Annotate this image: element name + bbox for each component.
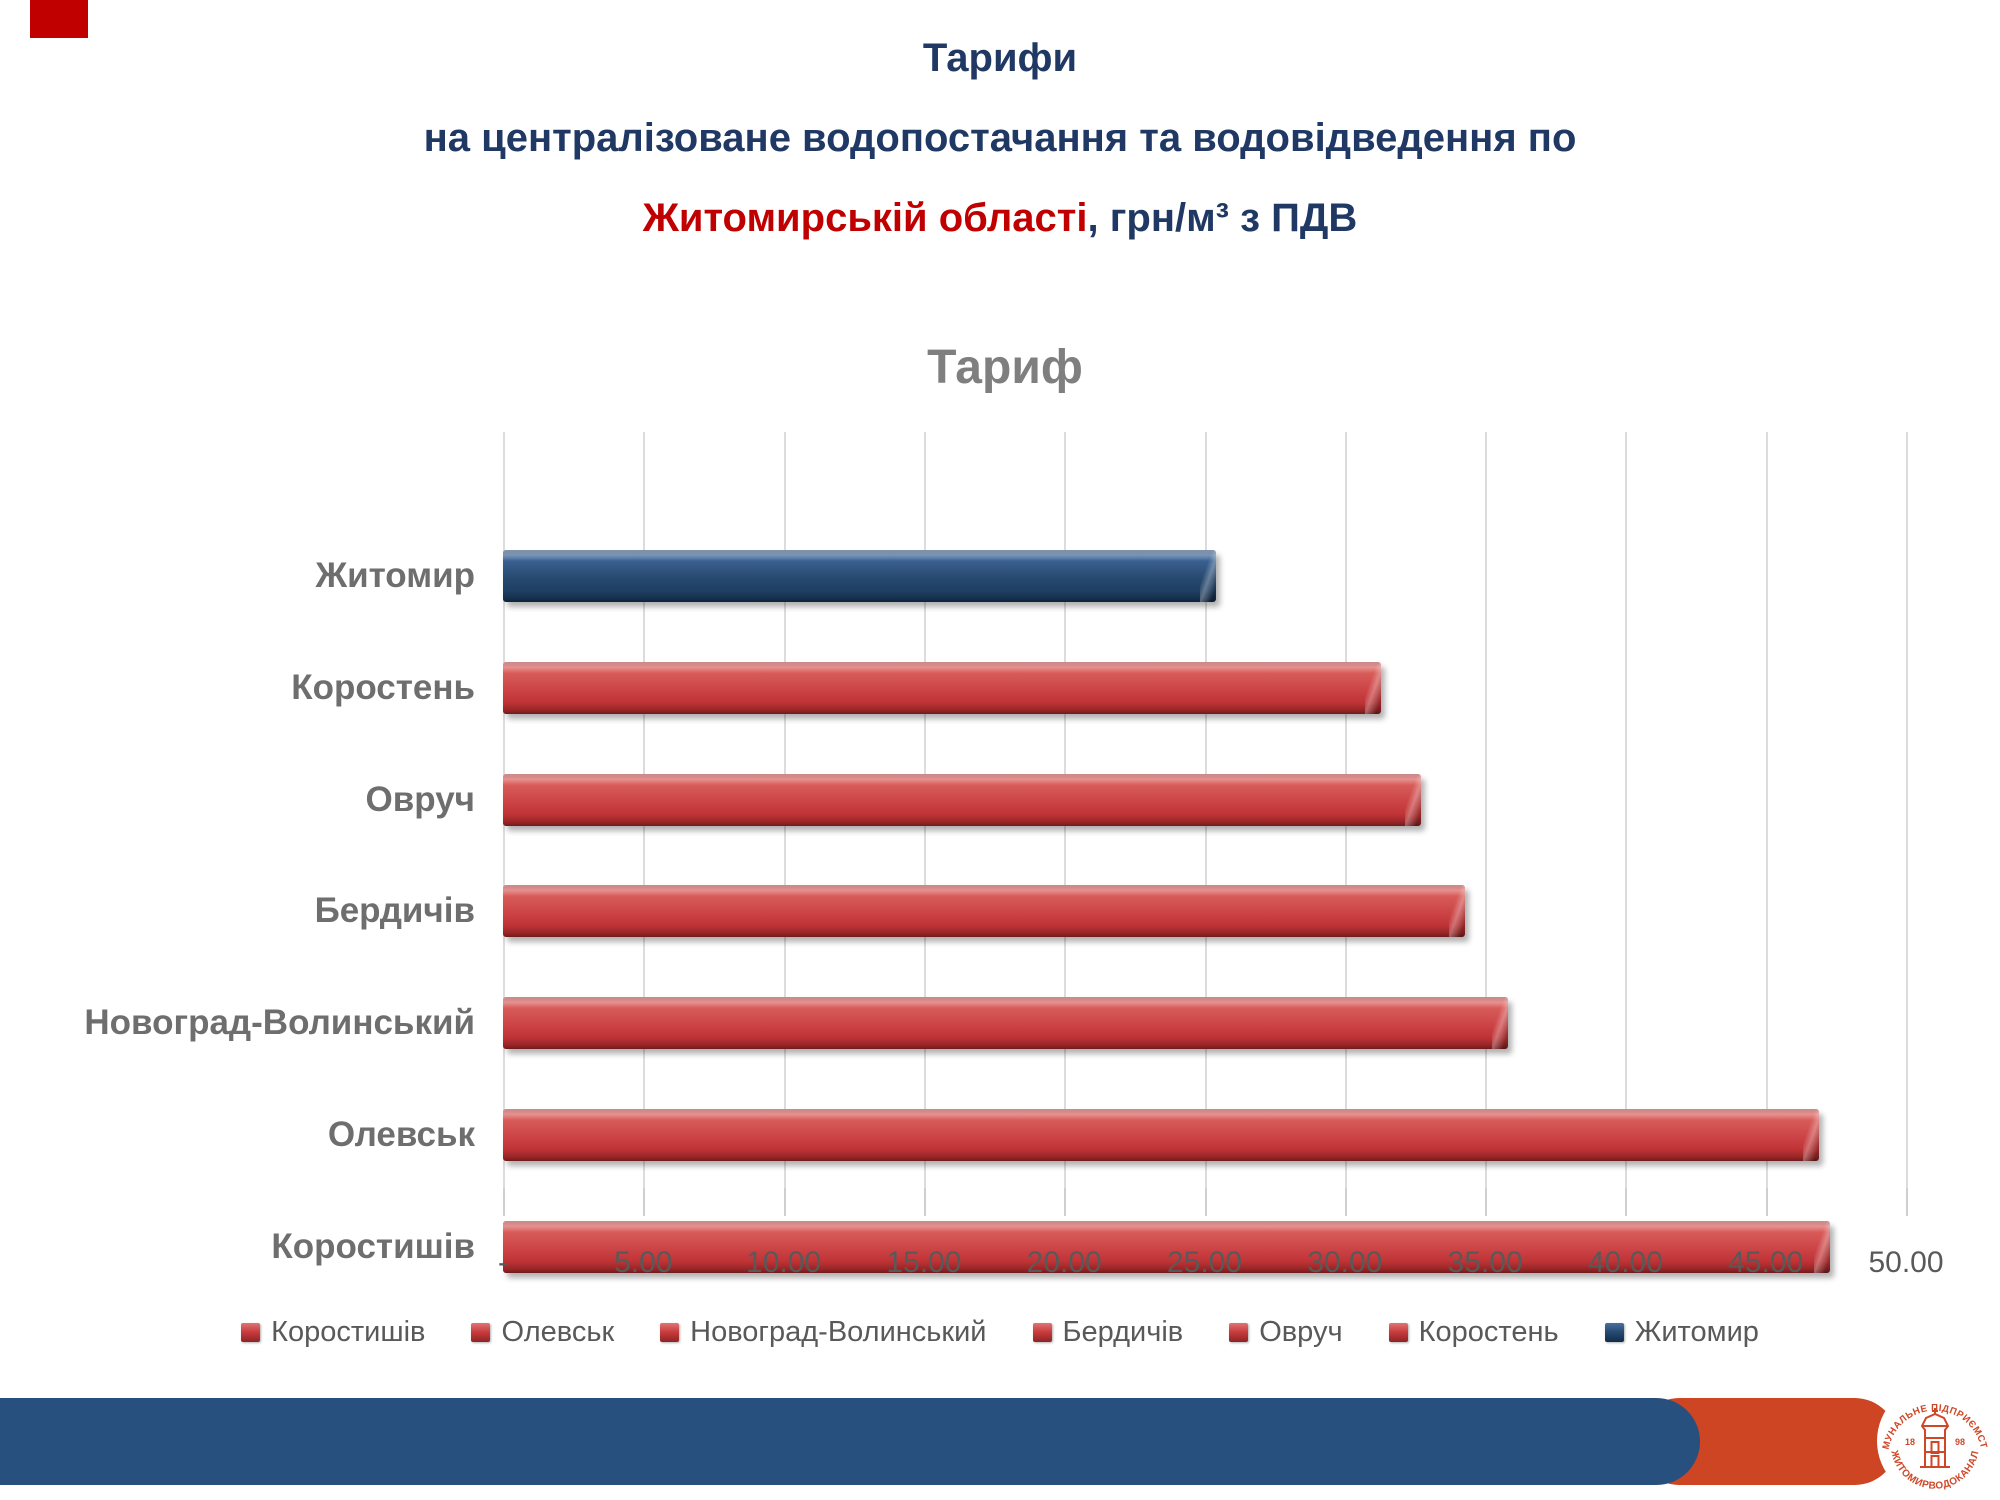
gridline bbox=[1906, 432, 1908, 1188]
x-tick-label: 10.00 bbox=[746, 1246, 822, 1279]
bar-red bbox=[503, 885, 1466, 938]
legend-swatch-red bbox=[1229, 1323, 1249, 1342]
x-axis-tick bbox=[923, 1188, 926, 1216]
x-tick-label: 25.00 bbox=[1166, 1246, 1243, 1279]
legend-label: Олевськ bbox=[501, 1316, 615, 1348]
footer-band bbox=[0, 1398, 1700, 1485]
category-label: Овруч bbox=[365, 779, 475, 819]
legend-item: Житомир bbox=[1604, 1316, 1759, 1349]
legend-label: Бердичів bbox=[1062, 1316, 1184, 1348]
x-axis-tick bbox=[503, 1188, 505, 1216]
legend-item: Олевськ bbox=[471, 1316, 614, 1349]
legend-item: Коростишів bbox=[241, 1316, 425, 1349]
legend-label: Житомир bbox=[1634, 1316, 1759, 1348]
bar-red bbox=[503, 1109, 1819, 1161]
category-label: Олевськ bbox=[327, 1115, 475, 1154]
logo-year-right: 98 bbox=[1955, 1437, 1965, 1447]
category-label: Коростишів bbox=[271, 1226, 475, 1266]
legend-swatch-red bbox=[660, 1323, 680, 1342]
logo-year-left: 18 bbox=[1905, 1437, 1915, 1447]
legend-swatch-red bbox=[1032, 1323, 1052, 1342]
x-tick-label: 30.00 bbox=[1307, 1246, 1383, 1279]
gridline bbox=[1625, 432, 1628, 1188]
legend-swatch-red bbox=[1388, 1323, 1408, 1342]
x-tick-label: 40.00 bbox=[1587, 1246, 1663, 1279]
x-tick-label: 45.00 bbox=[1728, 1246, 1804, 1279]
x-tick-label: 20.00 bbox=[1026, 1246, 1102, 1279]
x-axis-tick bbox=[1064, 1188, 1067, 1216]
bar-blue bbox=[503, 550, 1216, 602]
x-axis-tick bbox=[1485, 1188, 1488, 1216]
legend-item: Коростень bbox=[1388, 1316, 1559, 1349]
x-axis-tick bbox=[1625, 1188, 1628, 1216]
x-axis-tick bbox=[1906, 1188, 1908, 1216]
corner-accent bbox=[30, 0, 88, 38]
plot-area bbox=[503, 432, 1908, 1273]
legend: Коростишів Олевськ Новоград-Волинський Берд… bbox=[0, 1316, 2000, 1349]
company-seal-icon: КОМУНАЛЬНЕ ПІДПРИЄМСТВО ЖИТОМИРВОДОКАНАЛ… bbox=[1876, 1382, 1993, 1499]
category-label: Бердичів bbox=[314, 891, 475, 931]
bar-red bbox=[503, 1220, 1831, 1273]
gridline bbox=[1485, 432, 1488, 1188]
page-title-line-2: на централізоване водопостачання та водо… bbox=[423, 116, 1577, 160]
x-tick-label: 5.00 bbox=[614, 1246, 673, 1279]
x-axis-tick bbox=[1204, 1188, 1207, 1216]
company-logo: КОМУНАЛЬНЕ ПІДПРИЄМСТВО ЖИТОМИРВОДОКАНАЛ… bbox=[1876, 1382, 1994, 1500]
bar-red bbox=[503, 773, 1421, 826]
legend-swatch-red bbox=[241, 1323, 261, 1342]
x-tick-label: 35.00 bbox=[1447, 1246, 1523, 1279]
page-title-units: , грн/м³ з ПДВ bbox=[1087, 196, 1358, 240]
gridline bbox=[1765, 432, 1768, 1188]
x-tick-label: 50.00 bbox=[1868, 1246, 1944, 1279]
legend-label: Коростишів bbox=[271, 1316, 426, 1348]
x-tick-label: - bbox=[498, 1246, 508, 1279]
bar-red bbox=[503, 661, 1382, 714]
legend-item: Овруч bbox=[1229, 1316, 1343, 1349]
legend-swatch-blue bbox=[1604, 1323, 1624, 1342]
category-label: Новоград-Волинський bbox=[84, 1003, 475, 1043]
legend-label: Овруч bbox=[1259, 1316, 1343, 1348]
x-axis-tick-labels: - 5.00 10.00 15.00 20.00 25.00 30.00 35.00 40.00… bbox=[498, 1246, 1944, 1286]
legend-label: Новоград-Волинський bbox=[690, 1316, 987, 1348]
legend-swatch-red bbox=[471, 1323, 491, 1342]
y-axis-category-labels: Житомир Коростень Овруч Бердичів Новоград-Во… bbox=[0, 432, 487, 1266]
category-label: Коростень bbox=[291, 667, 475, 707]
page-title-line-3: Житомирській області, грн/м³ з ПДВ bbox=[0, 196, 2000, 241]
page-title-line-1: Тарифи bbox=[922, 36, 1078, 80]
x-axis-tick bbox=[783, 1188, 786, 1216]
bar-red bbox=[503, 997, 1508, 1050]
chart-title: Тариф bbox=[927, 341, 1083, 394]
legend-item: Новоград-Волинський bbox=[660, 1316, 987, 1349]
legend-label: Коростень bbox=[1418, 1316, 1559, 1348]
x-axis-tick bbox=[643, 1188, 646, 1216]
water-tower-icon bbox=[1920, 1408, 1950, 1468]
x-tick-label: 15.00 bbox=[886, 1246, 962, 1279]
legend-item: Бердичів bbox=[1032, 1316, 1184, 1349]
page-title-region-highlight: Житомирській області bbox=[642, 196, 1088, 240]
x-axis-tickmarks bbox=[503, 1188, 1908, 1216]
x-axis-tick bbox=[1344, 1188, 1347, 1216]
x-axis-tick bbox=[1765, 1188, 1768, 1216]
category-label: Житомир bbox=[315, 556, 475, 595]
